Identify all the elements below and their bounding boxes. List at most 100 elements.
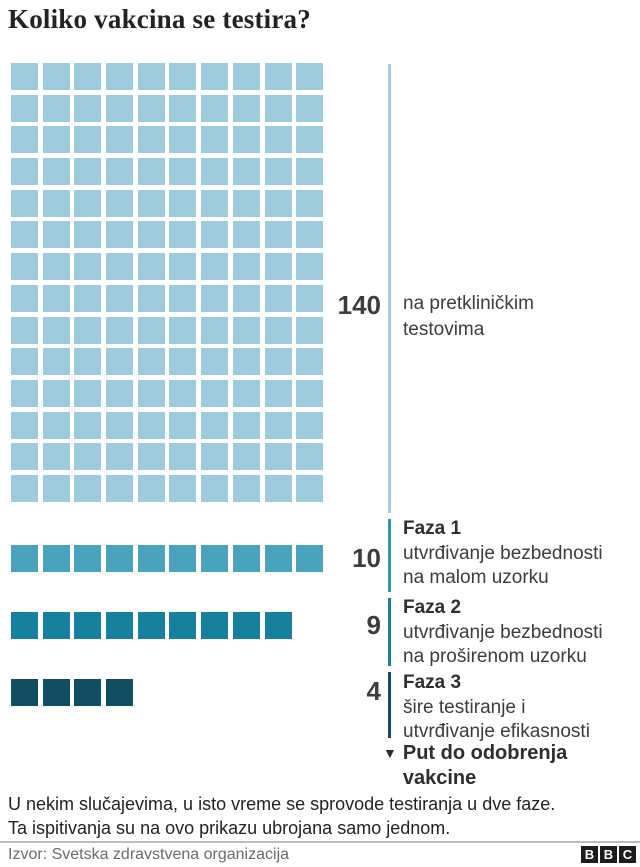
waffle-square — [42, 284, 70, 312]
waffle-square — [296, 126, 324, 154]
waffle-square — [74, 253, 102, 281]
waffle-square — [201, 411, 229, 439]
waffle-square — [74, 316, 102, 344]
waffle-square — [11, 545, 38, 572]
waffle-square — [137, 158, 165, 186]
waffle-square — [169, 411, 197, 439]
waffle-square — [137, 348, 165, 376]
waffle-square — [42, 474, 70, 502]
waffle-square — [74, 126, 102, 154]
waffle-square — [42, 253, 70, 281]
approval-note: ▼ Put do odobrenja vakcine — [383, 741, 567, 791]
waffle-square — [42, 63, 70, 90]
waffle-square — [169, 284, 197, 312]
waffle-square — [42, 348, 70, 376]
waffle-square — [74, 284, 102, 312]
count-faza1: 10 — [352, 543, 381, 573]
count-preclinical: 140 — [337, 290, 381, 320]
bbc-logo-letter: B — [600, 846, 617, 863]
label-faza1: Faza 1 utvrđivanje bezbednosti na malom … — [403, 517, 603, 591]
waffle-square — [232, 126, 260, 154]
waffle-square — [42, 126, 70, 154]
waffle-square — [201, 316, 229, 344]
waffle-square — [11, 679, 38, 706]
waffle-square — [11, 221, 38, 249]
page-title: Koliko vakcina se testira? — [8, 4, 311, 34]
waffle-square — [264, 316, 292, 344]
label-line: utvrđivanje bezbednosti — [403, 542, 603, 564]
waffle-square — [201, 158, 229, 186]
waffle-square — [106, 253, 134, 281]
waffle-square — [137, 63, 165, 90]
rail-faza3 — [388, 672, 391, 738]
label-line: na pretkliničkim — [403, 293, 534, 314]
waffle-square — [74, 411, 102, 439]
waffle-square — [232, 63, 260, 90]
waffle-square — [106, 158, 134, 186]
waffle-square — [42, 612, 70, 639]
count-faza3: 4 — [366, 676, 381, 706]
waffle-square — [42, 411, 70, 439]
down-triangle-icon: ▼ — [383, 745, 397, 761]
waffle-square — [169, 126, 197, 154]
waffle-square — [169, 474, 197, 502]
waffle-square — [201, 63, 229, 90]
waffle-square — [42, 545, 70, 572]
waffle-square — [201, 348, 229, 376]
waffle-square — [106, 612, 134, 639]
waffle-square — [201, 443, 229, 471]
rail-faza2 — [388, 598, 391, 666]
waffle-square — [74, 612, 102, 639]
waffle-square — [264, 94, 292, 122]
rail-faza1 — [388, 519, 391, 592]
waffle-square — [264, 284, 292, 312]
waffle-square — [264, 158, 292, 186]
waffle-square — [106, 221, 134, 249]
waffle-square — [201, 379, 229, 407]
phase-name: Faza 2 — [403, 597, 462, 618]
waffle-square — [201, 284, 229, 312]
waffle-square — [169, 612, 197, 639]
waffle-square — [42, 443, 70, 471]
waffle-square — [201, 189, 229, 217]
waffle-square — [74, 443, 102, 471]
waffle-square — [11, 94, 38, 122]
waffle-square — [296, 474, 324, 502]
waffle-square — [74, 348, 102, 376]
waffle-square — [296, 545, 324, 572]
waffle-square — [232, 379, 260, 407]
waffle-square — [106, 94, 134, 122]
waffle-square — [296, 253, 324, 281]
waffle-square — [106, 679, 134, 706]
waffle-square — [232, 189, 260, 217]
waffle-square — [106, 379, 134, 407]
waffle-square — [74, 94, 102, 122]
waffle-square — [169, 94, 197, 122]
waffle-faza1 — [11, 545, 324, 572]
phase-name: Faza 3 — [403, 672, 462, 693]
waffle-square — [169, 443, 197, 471]
waffle-square — [264, 612, 292, 639]
waffle-square — [42, 158, 70, 186]
waffle-square — [137, 94, 165, 122]
approval-line: Put do odobrenja — [402, 742, 568, 764]
label-line: utvrđivanje bezbednosti — [403, 621, 603, 643]
waffle-square — [137, 316, 165, 344]
waffle-square — [264, 545, 292, 572]
waffle-square — [264, 63, 292, 90]
waffle-square — [232, 411, 260, 439]
waffle-square — [74, 189, 102, 217]
waffle-square — [11, 348, 38, 376]
waffle-preclinical — [11, 63, 324, 502]
waffle-square — [74, 221, 102, 249]
waffle-square — [264, 411, 292, 439]
waffle-square — [42, 379, 70, 407]
label-line: utvrđivanje efikasnosti — [403, 721, 590, 742]
waffle-square — [201, 221, 229, 249]
waffle-square — [232, 284, 260, 312]
approval-line: vakcine — [402, 767, 477, 789]
waffle-square — [106, 411, 134, 439]
waffle-square — [296, 158, 324, 186]
waffle-square — [11, 379, 38, 407]
